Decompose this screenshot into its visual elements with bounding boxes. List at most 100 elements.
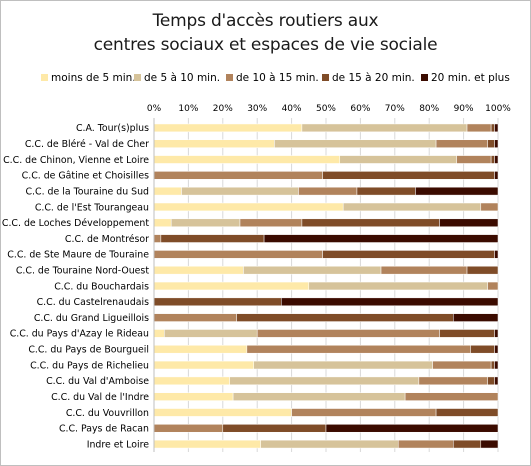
legend-label-1: moins de 5 min. [51, 72, 136, 84]
category-label: C.C. du Vouvrillon [66, 408, 149, 419]
category-label: C.C. du Castelrenaudais [37, 297, 149, 308]
bar-segment [170, 218, 241, 227]
category-label: C.C. du Pays d'Azay le Rideau [10, 329, 149, 340]
bar-segment [308, 281, 488, 291]
bar-segment [153, 250, 323, 259]
bar-segment [153, 218, 172, 227]
x-tick-label: 20% [213, 104, 233, 114]
bar-segment [153, 439, 261, 449]
bar-segment [415, 186, 499, 196]
bar-segment [222, 424, 327, 433]
bar-segment [397, 439, 454, 449]
bar-segment [301, 218, 440, 227]
chart-legend: moins de 5 min. de 5 à 10 min. de 10 à 1… [1, 71, 530, 85]
bar-segment [153, 265, 244, 275]
bar-segment [153, 139, 275, 148]
bar-segment [470, 345, 495, 354]
bar-segment [494, 123, 499, 133]
bar-segment [494, 329, 499, 338]
category-label: C.C. du Bouchardais [54, 281, 149, 292]
bar-segment [153, 424, 224, 433]
bar-segment [380, 265, 468, 275]
category-label: C.C. du Grand Ligueillois [34, 313, 149, 324]
bar-segment [432, 360, 492, 370]
category-label: C.C. de Chinon, Vienne et Loire [3, 155, 149, 166]
bar-segment [260, 439, 399, 449]
category-label: C.A. Tour(s)plus [76, 123, 149, 134]
bar-segment [356, 186, 416, 196]
bar-segment [256, 329, 440, 338]
category-label: C.C. de Ste Maure de Touraine [7, 250, 149, 261]
legend-swatch-1 [41, 74, 48, 81]
bar-segment [153, 297, 282, 307]
category-label: C.C. Pays de Racan [59, 424, 149, 435]
bar-segment [263, 234, 499, 243]
legend-label-5: 20 min. et plus [431, 72, 510, 84]
legend-label-2: de 5 à 10 min. [144, 72, 221, 84]
chart-title-line-2: centres sociaux et espaces de vie social… [93, 35, 438, 55]
bar-segment [243, 265, 382, 275]
bar-segment [274, 139, 437, 148]
legend-item-2: de 5 à 10 min. [134, 71, 220, 85]
bar-segment [153, 329, 165, 338]
bar-segment [153, 202, 344, 212]
bar-segment [439, 329, 495, 338]
category-label: C.C. du Val d'Amboise [46, 376, 149, 387]
bar-segment [322, 250, 495, 259]
bar-segment [322, 171, 495, 180]
bar-segment [246, 345, 471, 354]
x-tick-label: 40% [282, 104, 302, 114]
bar-segment [480, 202, 499, 212]
bar-segment [229, 376, 420, 386]
bar-segment [153, 171, 323, 180]
category-label: C.C. de l'Est Tourangeau [35, 202, 149, 213]
bar-segment [253, 360, 433, 370]
legend-label-4: de 15 à 20 min. [332, 72, 415, 84]
bar-segment [153, 376, 230, 386]
bar-segment [181, 186, 299, 196]
bar-segment [342, 202, 482, 212]
bar-segment [494, 155, 499, 164]
bar-segment [236, 313, 454, 322]
bar-segment [435, 408, 499, 417]
bar-segment [153, 234, 162, 243]
legend-item-1: moins de 5 min. [41, 71, 136, 85]
category-label: C.C. du Val de l'Indre [51, 392, 149, 403]
bar-segment [281, 297, 499, 307]
bar-segment [494, 139, 499, 148]
bar-segment [494, 171, 499, 180]
bar-segment [487, 139, 495, 148]
bar-segment [325, 424, 499, 433]
bar-segment [466, 123, 492, 133]
legend-swatch-4 [322, 74, 329, 81]
category-label: C.C. de Loches Développement [2, 218, 149, 229]
bar-segment [404, 392, 499, 401]
category-label: C.C. de Gâtine et Choisilles [22, 171, 149, 182]
bar-segment [418, 376, 488, 386]
bar-segment [490, 155, 495, 164]
bar-segment [456, 155, 492, 164]
bar-segment [239, 218, 303, 227]
x-tick-label: 0% [147, 104, 162, 114]
bar-segment [164, 329, 258, 338]
category-label: C.C. de Bléré - Val de Cher [25, 139, 149, 150]
bar-segment [435, 139, 488, 148]
category-label: Indre et Loire [87, 439, 150, 450]
bar-segment [153, 281, 310, 291]
x-tick-label: 60% [350, 104, 370, 114]
legend-item-3: de 10 à 15 min. [226, 71, 319, 85]
legend-label-3: de 10 à 15 min. [236, 72, 319, 84]
legend-item-4: de 15 à 20 min. [322, 71, 415, 85]
category-label: C.C. de la Touraine du Sud [26, 186, 150, 197]
bar-segment [490, 360, 495, 370]
bar-segment [298, 186, 358, 196]
bar-segment [153, 345, 248, 354]
bar-segment [494, 345, 499, 354]
x-tick-label: 30% [247, 104, 267, 114]
bar-segment [453, 313, 499, 322]
legend-item-5: 20 min. et plus [421, 71, 510, 85]
x-tick-label: 50% [316, 104, 336, 114]
bar-segment [301, 123, 468, 133]
bar-segment [153, 123, 303, 133]
